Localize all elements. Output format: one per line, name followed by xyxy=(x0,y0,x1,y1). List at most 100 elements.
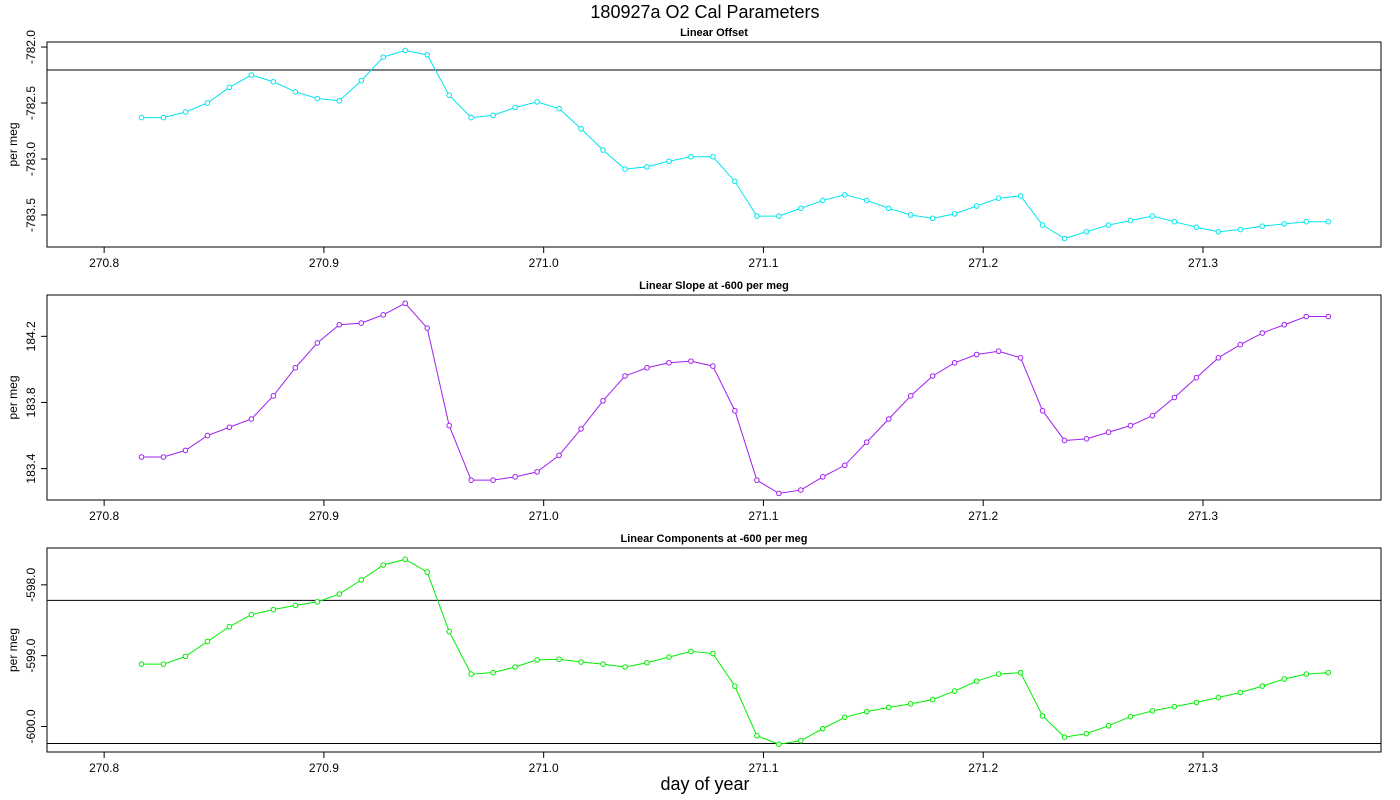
data-point xyxy=(138,114,145,121)
y-tick-label: -783.5 xyxy=(24,198,38,232)
data-point xyxy=(1281,221,1288,227)
x-tick-label: 271.0 xyxy=(529,761,559,775)
data-point xyxy=(1017,193,1024,199)
data-point xyxy=(1259,683,1266,689)
panel-title: Linear Slope at -600 per meg xyxy=(639,280,789,292)
data-point xyxy=(402,300,409,307)
data-point xyxy=(1083,228,1090,235)
data-point xyxy=(1127,713,1134,720)
x-tick-label: 271.3 xyxy=(1188,509,1218,523)
data-point xyxy=(490,112,496,119)
x-tick-label: 271.2 xyxy=(968,256,998,270)
data-point xyxy=(951,211,958,217)
data-point xyxy=(776,213,782,219)
data-point xyxy=(1215,355,1222,361)
data-point xyxy=(1237,226,1244,233)
data-point xyxy=(1193,224,1200,231)
data-point xyxy=(336,97,343,104)
data-point xyxy=(578,426,584,432)
data-point xyxy=(1017,669,1024,676)
data-point xyxy=(534,469,540,475)
data-point xyxy=(270,606,277,613)
x-tick-label: 270.9 xyxy=(309,509,339,523)
data-point xyxy=(1105,222,1112,228)
data-point xyxy=(424,325,431,331)
data-point xyxy=(160,661,167,667)
data-point xyxy=(600,661,606,667)
y-axis-label: per meg xyxy=(6,375,20,419)
panel-title: Linear Offset xyxy=(680,27,748,39)
data-point xyxy=(1083,730,1090,737)
data-point xyxy=(644,364,650,371)
data-point xyxy=(1039,222,1046,228)
data-point xyxy=(1083,436,1090,442)
y-tick-label: 183.8 xyxy=(24,387,38,417)
data-point xyxy=(314,599,321,605)
data-point xyxy=(292,602,299,609)
data-point xyxy=(226,84,233,91)
data-point xyxy=(204,638,211,645)
data-point xyxy=(1017,355,1024,361)
data-point xyxy=(1127,422,1134,429)
data-point xyxy=(841,714,848,721)
data-point xyxy=(929,373,936,379)
data-point xyxy=(1303,218,1310,225)
data-point xyxy=(138,661,145,667)
data-point xyxy=(841,462,848,469)
data-point xyxy=(204,432,211,439)
data-point xyxy=(622,373,628,379)
figure-title: 180927a O2 Cal Parameters xyxy=(590,2,819,22)
data-point xyxy=(688,358,694,364)
data-point xyxy=(314,95,321,102)
data-point xyxy=(600,398,606,404)
data-point xyxy=(951,359,958,366)
data-point xyxy=(973,351,980,358)
data-point xyxy=(710,153,716,160)
data-point xyxy=(336,321,343,328)
data-point xyxy=(446,92,452,98)
y-tick-label: 183.4 xyxy=(24,453,38,483)
data-point xyxy=(160,114,167,121)
data-point xyxy=(512,104,518,111)
data-point xyxy=(182,109,189,115)
data-point xyxy=(292,364,299,371)
data-point xyxy=(973,203,980,209)
data-point xyxy=(512,474,518,480)
data-point xyxy=(1061,437,1068,444)
data-point xyxy=(754,477,760,483)
data-point xyxy=(1061,235,1068,242)
data-point xyxy=(380,562,387,568)
data-point xyxy=(358,320,365,326)
data-point xyxy=(534,99,540,105)
data-point xyxy=(622,166,628,172)
plot-frame xyxy=(46,41,1382,248)
data-point xyxy=(995,348,1002,355)
data-point xyxy=(578,659,584,665)
data-point xyxy=(248,72,255,78)
data-point xyxy=(446,628,452,635)
data-point xyxy=(1193,374,1200,381)
data-point xyxy=(1237,341,1244,348)
x-tick-label: 270.8 xyxy=(89,509,119,523)
data-point xyxy=(973,678,980,684)
data-point xyxy=(1259,223,1266,229)
data-point xyxy=(798,205,804,212)
data-point xyxy=(666,359,672,366)
data-point xyxy=(819,474,826,480)
data-point xyxy=(907,701,914,707)
data-point xyxy=(1105,722,1112,729)
data-point xyxy=(424,52,431,58)
data-point xyxy=(732,407,738,414)
x-tick-label: 271.1 xyxy=(748,509,778,523)
x-tick-label: 270.8 xyxy=(89,256,119,270)
data-point xyxy=(907,212,914,218)
data-point xyxy=(644,164,650,170)
data-point xyxy=(358,77,365,84)
data-point xyxy=(270,393,277,399)
data-point xyxy=(929,215,936,222)
data-point xyxy=(358,577,365,583)
data-point xyxy=(863,197,870,204)
data-point xyxy=(754,213,760,219)
y-axis-label: per meg xyxy=(6,628,20,672)
